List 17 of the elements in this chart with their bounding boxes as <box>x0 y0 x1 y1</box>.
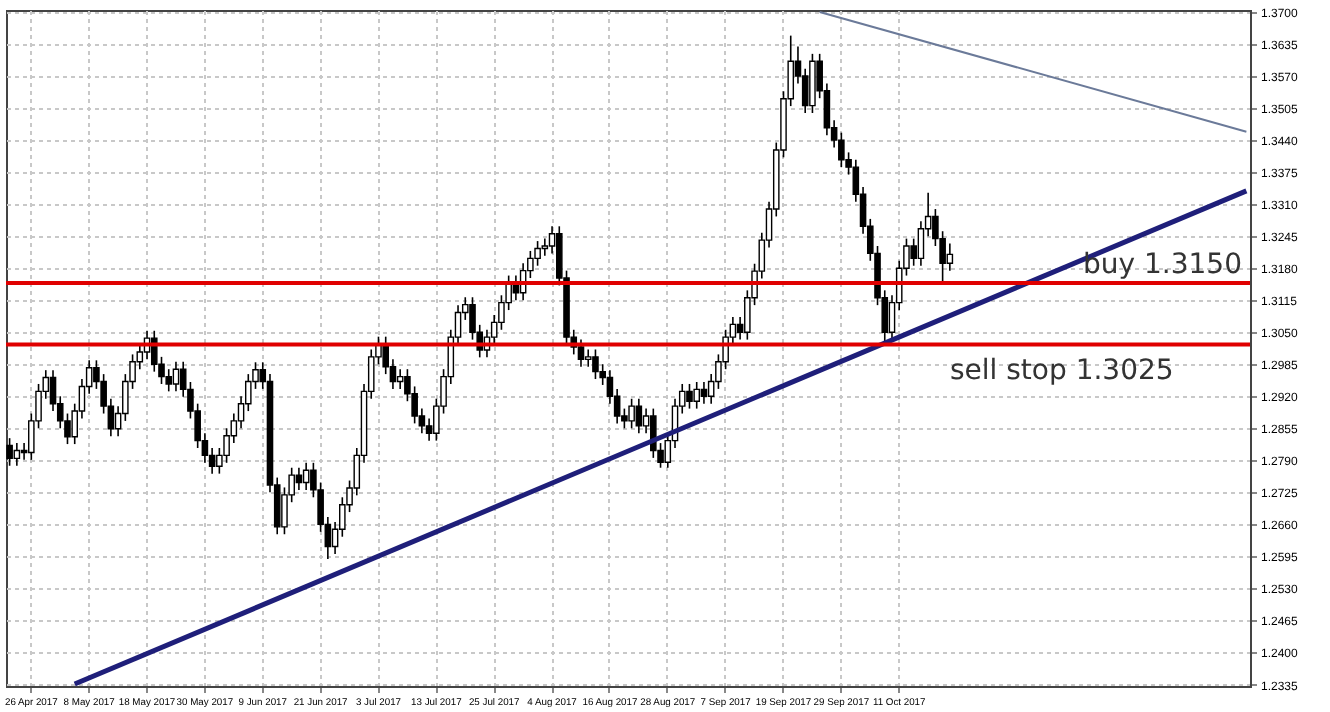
ref-line-label: sell stop 1.3025 <box>950 354 1174 387</box>
candlestick <box>693 381 701 410</box>
candlestick <box>584 348 592 368</box>
candlestick <box>13 442 21 467</box>
ref-line-label: buy 1.3150 <box>1083 248 1242 281</box>
candlestick <box>628 397 635 430</box>
candlestick <box>295 466 303 491</box>
candlestick <box>396 368 404 390</box>
candlestick <box>302 462 310 491</box>
candlestick <box>172 361 180 393</box>
candlestick <box>700 381 708 405</box>
candlestick <box>686 383 693 410</box>
candlestick <box>592 348 599 380</box>
candlestick <box>635 397 643 435</box>
candlestick <box>6 437 13 467</box>
candlestick <box>946 242 954 272</box>
candlestick <box>809 53 816 114</box>
